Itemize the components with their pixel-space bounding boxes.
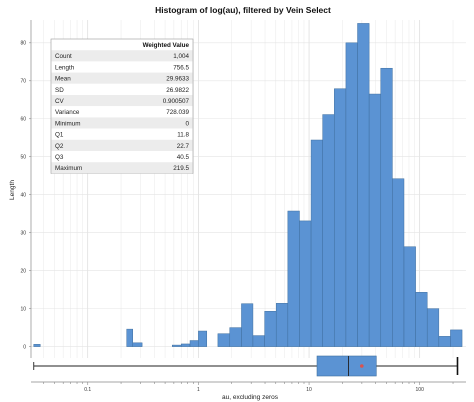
histogram-bar bbox=[438, 336, 451, 347]
stats-table-row-label: Q3 bbox=[55, 154, 64, 161]
y-tick-label: 70 bbox=[20, 78, 26, 84]
histogram-bar bbox=[181, 343, 191, 347]
stats-table-row-label: CV bbox=[55, 98, 65, 105]
histogram-bar bbox=[217, 333, 231, 347]
stats-table-row bbox=[51, 162, 193, 174]
x-tick-label: 100 bbox=[416, 387, 425, 393]
stats-table-row bbox=[51, 72, 193, 84]
y-tick-label: 80 bbox=[20, 40, 26, 46]
histogram-bar bbox=[345, 42, 358, 347]
histogram-bar bbox=[229, 327, 242, 347]
stats-table-row bbox=[51, 95, 193, 107]
stats-table-row-label: Q2 bbox=[55, 143, 64, 150]
stats-table-row-value: 219.5 bbox=[173, 165, 189, 172]
stats-table-row-value: 29.9633 bbox=[166, 76, 189, 83]
stats-table-row-label: Q1 bbox=[55, 132, 64, 139]
boxplot-mean-marker bbox=[359, 364, 364, 368]
stats-table-row bbox=[51, 50, 193, 62]
histogram-bar bbox=[299, 220, 312, 347]
histogram-bar bbox=[33, 344, 41, 347]
y-tick-label: 40 bbox=[20, 192, 26, 198]
histogram-bar bbox=[403, 246, 416, 347]
stats-table-row-value: 756.5 bbox=[173, 64, 189, 71]
stats-table-row-value: 40.5 bbox=[177, 154, 190, 161]
tick-labels: 0 10 20 30 40 50 60 70 80 0.1 1 10 100 bbox=[20, 40, 424, 393]
histogram-bar bbox=[241, 303, 254, 347]
y-tick-label: 30 bbox=[20, 230, 26, 236]
histogram-bar bbox=[189, 340, 199, 347]
stats-table-row-label: Count bbox=[55, 53, 72, 60]
histogram-bar bbox=[426, 308, 440, 347]
stats-table-row bbox=[51, 128, 193, 140]
y-tick-label: 50 bbox=[20, 154, 26, 160]
histogram-bar bbox=[287, 210, 300, 347]
histogram-bar bbox=[275, 303, 289, 347]
chart-title: Histogram of log(au), filtered by Vein S… bbox=[155, 5, 331, 15]
histogram-bar bbox=[126, 328, 133, 347]
stats-table-row-label: Length bbox=[55, 64, 75, 71]
y-tick-label: 20 bbox=[20, 268, 26, 274]
x-tick-label: 0.1 bbox=[84, 387, 91, 393]
histogram-bar bbox=[357, 23, 370, 347]
histogram-bar bbox=[392, 178, 405, 347]
stats-table-row bbox=[51, 151, 193, 163]
histogram-bar bbox=[334, 88, 347, 347]
y-axis-label: Length bbox=[9, 180, 16, 200]
stats-table-row-label: SD bbox=[55, 87, 64, 94]
statistics-table: Weighted Value Count 1,004 Length 756.5 Mean 2… bbox=[50, 38, 194, 174]
histogram-bar bbox=[368, 93, 382, 347]
histogram-bar bbox=[380, 67, 393, 347]
stats-table-row-value: 728.039 bbox=[166, 109, 189, 116]
stats-table-row-label: Mean bbox=[55, 76, 71, 83]
histogram-bar bbox=[252, 335, 265, 347]
stats-table-header: Weighted Value bbox=[143, 42, 190, 49]
histogram-bar bbox=[415, 292, 428, 347]
histogram-bar bbox=[132, 342, 143, 347]
histogram-bar bbox=[310, 139, 323, 347]
y-tick-label: 0 bbox=[23, 344, 26, 350]
stats-table-row-value: 0 bbox=[185, 120, 189, 127]
stats-table-row bbox=[51, 117, 193, 129]
stats-table-row-value: 11.8 bbox=[177, 132, 189, 139]
y-tick-label: 10 bbox=[20, 306, 26, 312]
axes-layer bbox=[29, 20, 466, 385]
boxplot-box bbox=[316, 355, 377, 377]
stats-table-row-value: 26.9822 bbox=[166, 87, 189, 94]
stats-table-row-label: Variance bbox=[55, 109, 80, 116]
stats-table-row-value: 22.7 bbox=[177, 143, 190, 150]
boxplot bbox=[33, 355, 459, 377]
stats-table-row bbox=[51, 106, 193, 118]
stats-table-row bbox=[51, 61, 193, 73]
histogram-bar bbox=[450, 329, 463, 347]
stats-table-row-value: 0.900507 bbox=[163, 98, 190, 105]
y-tick-label: 60 bbox=[20, 116, 26, 122]
stats-table-row-label: Minimum bbox=[55, 120, 81, 127]
histogram-bars bbox=[33, 23, 463, 347]
histogram-bar bbox=[264, 311, 277, 347]
x-axis-label: au, excluding zeros bbox=[222, 394, 279, 401]
stats-table-row-value: 1,004 bbox=[173, 53, 189, 60]
x-tick-label: 10 bbox=[306, 387, 312, 393]
stats-table-row-label: Maximum bbox=[55, 165, 82, 172]
stats-table-row bbox=[51, 83, 193, 95]
histogram-bar bbox=[198, 330, 208, 347]
histogram-bar bbox=[322, 114, 335, 347]
stats-table-row bbox=[51, 139, 193, 151]
histogram-bar bbox=[171, 344, 182, 347]
x-tick-label: 1 bbox=[197, 387, 200, 393]
